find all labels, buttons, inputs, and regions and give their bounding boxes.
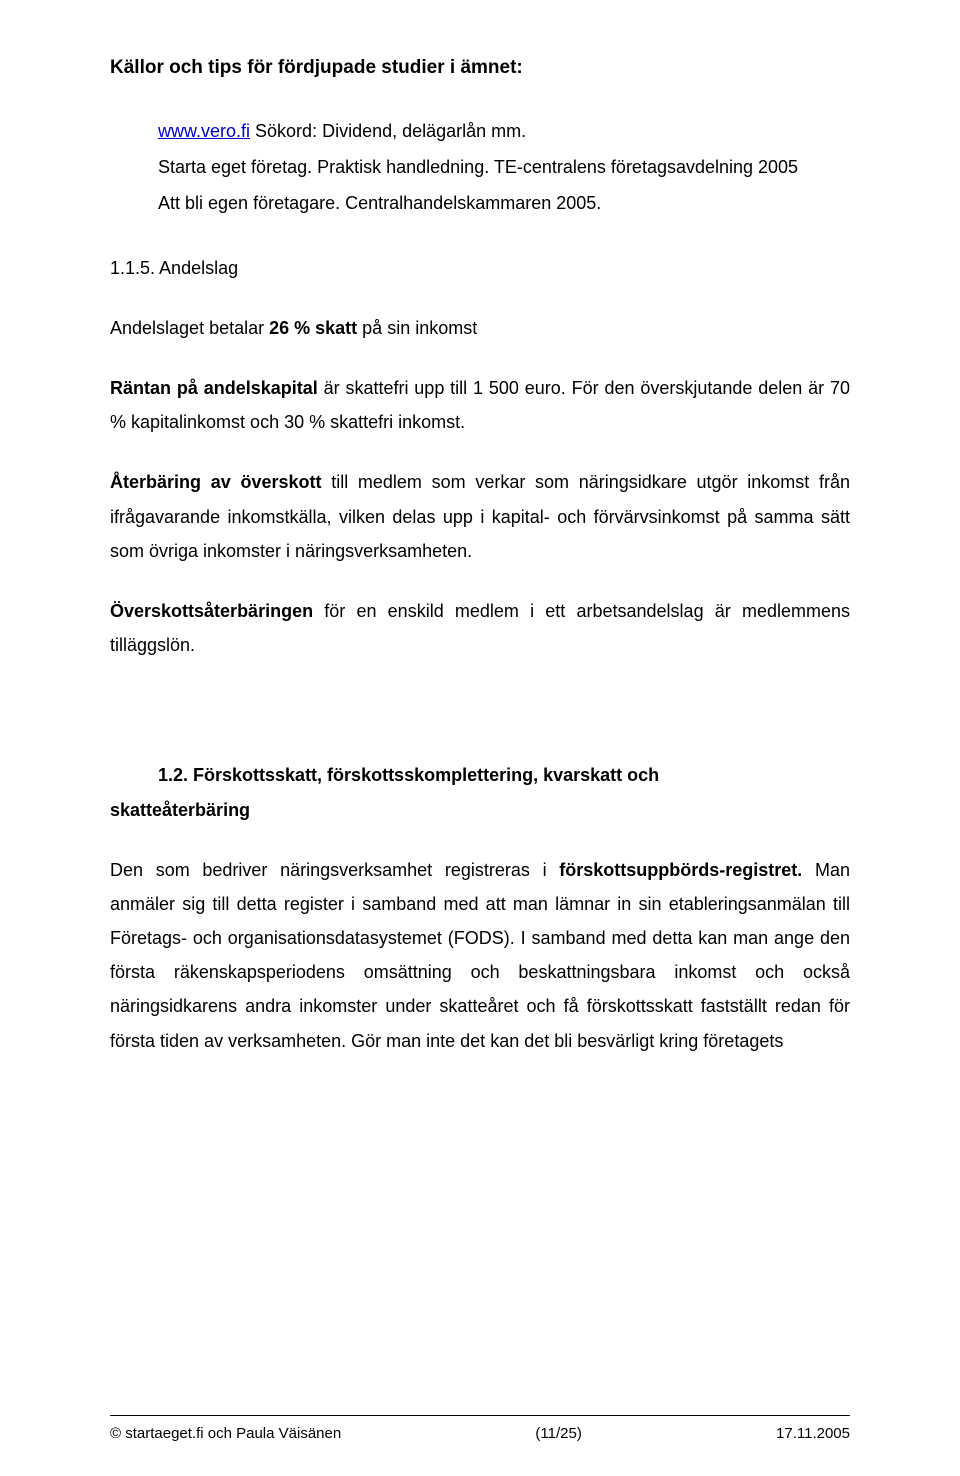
sources-heading: Källor och tips för fördjupade studier i…: [110, 50, 850, 86]
source-line-1: www.vero.fi Sökord: Dividend, delägarlån…: [158, 114, 850, 148]
footer-row: © startaeget.fi och Paula Väisänen (11/2…: [110, 1420, 850, 1449]
para-overskott: Överskottsåterbäringen för en enskild me…: [110, 594, 850, 662]
text: Andelslaget betalar: [110, 318, 269, 338]
source-list: www.vero.fi Sökord: Dividend, delägarlån…: [158, 114, 850, 221]
subheading-1-2: 1.2. Förskottsskatt, förskottsskomplette…: [110, 758, 850, 826]
text: Den som bedriver näringsverksamhet regis…: [110, 860, 559, 880]
vero-link[interactable]: www.vero.fi: [158, 121, 250, 141]
subheading-1-1-5: 1.1.5. Andelslag: [110, 251, 850, 285]
footer-center: (11/25): [535, 1420, 581, 1449]
page-footer: © startaeget.fi och Paula Väisänen (11/2…: [0, 1415, 960, 1449]
bold-text: Räntan på andelskapital: [110, 378, 318, 398]
para-andelslag-skatt: Andelslaget betalar 26 % skatt på sin in…: [110, 311, 850, 345]
text: Man anmäler sig till detta register i sa…: [110, 860, 850, 1051]
subheading-num: 1.1.5.: [110, 258, 159, 278]
page-container: Källor och tips för fördjupade studier i…: [0, 0, 960, 1476]
para-aterbaring: Återbäring av överskott till medlem som …: [110, 465, 850, 568]
source-line-1-rest: Sökord: Dividend, delägarlån mm.: [250, 121, 526, 141]
source-line-3: Att bli egen företagare. Centralhandelsk…: [158, 186, 850, 220]
subheading-1-2-line2: skatteåterbäring: [110, 793, 850, 827]
bold-text: Återbäring av överskott: [110, 472, 321, 492]
section-gap: [110, 688, 850, 758]
bold-text: 26 % skatt: [269, 318, 357, 338]
bold-text: Överskottsåterbäringen: [110, 601, 313, 621]
text: på sin inkomst: [357, 318, 477, 338]
footer-rule: [110, 1415, 850, 1416]
footer-left: © startaeget.fi och Paula Väisänen: [110, 1420, 341, 1449]
para-ranta: Räntan på andelskapital är skattefri upp…: [110, 371, 850, 439]
subheading-1-2-line1: 1.2. Förskottsskatt, förskottsskomplette…: [110, 758, 850, 792]
para-forskott: Den som bedriver näringsverksamhet regis…: [110, 853, 850, 1058]
source-line-2: Starta eget företag. Praktisk handlednin…: [158, 150, 850, 184]
subheading-title: Andelslag: [159, 258, 238, 278]
footer-right: 17.11.2005: [776, 1420, 850, 1449]
bold-text: förskottsuppbörds-registret.: [559, 860, 802, 880]
